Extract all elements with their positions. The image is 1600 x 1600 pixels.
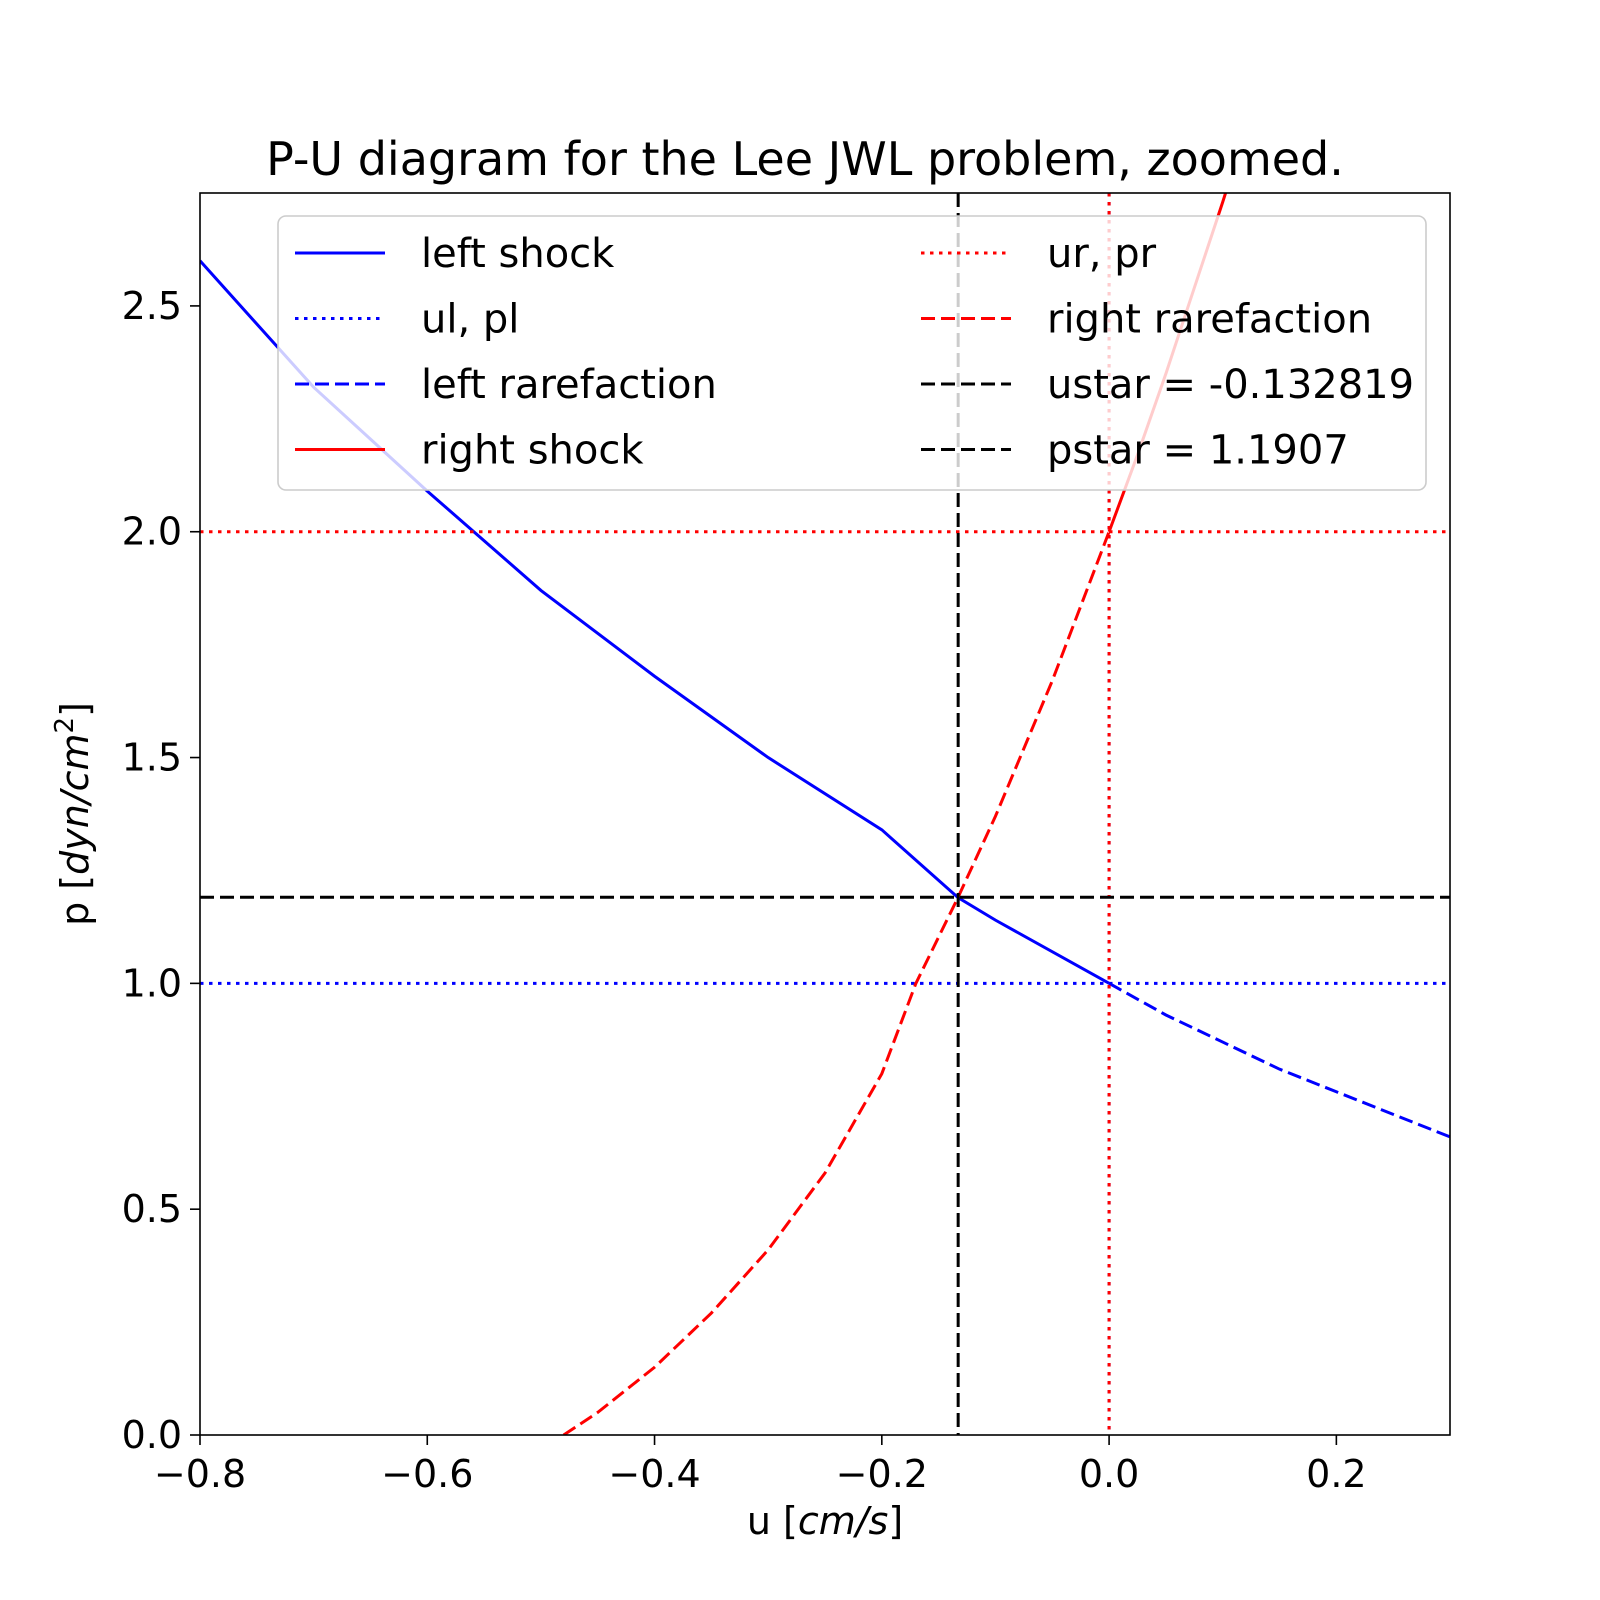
x-tick-label: −0.2 [836,1452,928,1496]
legend-label: ur, pr [1047,231,1157,277]
y-tick-label: 0.5 [122,1187,182,1231]
series-line-5 [562,531,1111,1435]
x-axis-label-unit: cm/s [798,1499,889,1543]
x-tick-label: 0.0 [1079,1452,1139,1496]
y-tick-label: 2.0 [122,510,182,554]
x-axis-label-prefix: u [ [747,1499,798,1543]
y-axis: 0.0 0.5 1.0 1.5 2.0 2.5 [122,284,200,1457]
y-axis-label-prefix: p [ [53,875,97,926]
legend-label: right rarefaction [1047,297,1372,343]
legend-entries: left shock ul, pl left rarefaction right sh… [295,231,1414,474]
x-axis-label-suffix: ] [888,1499,903,1543]
legend-label: left shock [421,231,615,277]
y-tick-label: 1.5 [122,736,182,780]
plot-frame [199,192,1451,1436]
chart-title: P-U diagram for the Lee JWL problem, zoo… [266,132,1344,186]
y-axis-label-unit: dyn/cm [53,733,97,874]
y-axis-label: p [dyn/cm2] [50,702,97,926]
x-tick-label: −0.8 [154,1452,246,1496]
x-tick-label: −0.4 [608,1452,700,1496]
legend-label: pstar = 1.1907 [1047,428,1349,474]
y-axis-label-suffix: ] [53,702,97,717]
y-tick-label: 0.0 [122,1413,182,1457]
y-tick-label: 2.5 [122,284,182,328]
series-line-2 [1108,982,1450,1139]
legend-label: left rarefaction [421,362,717,408]
legend-label: ul, pl [421,297,519,343]
legend: left shock ul, pl left rarefaction right sh… [277,215,1427,491]
x-tick-label: 0.2 [1306,1452,1366,1496]
y-tick-label: 1.0 [122,961,182,1005]
x-axis: −0.8 −0.6 −0.4 −0.2 0.0 0.2 [154,1435,1367,1496]
y-axis-label-sup: 2 [50,717,80,734]
legend-label: right shock [421,428,644,474]
x-tick-label: −0.6 [381,1452,473,1496]
legend-label: ustar = -0.132819 [1047,362,1414,408]
legend-box [277,215,1427,491]
x-axis-label: u [cm/s] [747,1499,903,1543]
